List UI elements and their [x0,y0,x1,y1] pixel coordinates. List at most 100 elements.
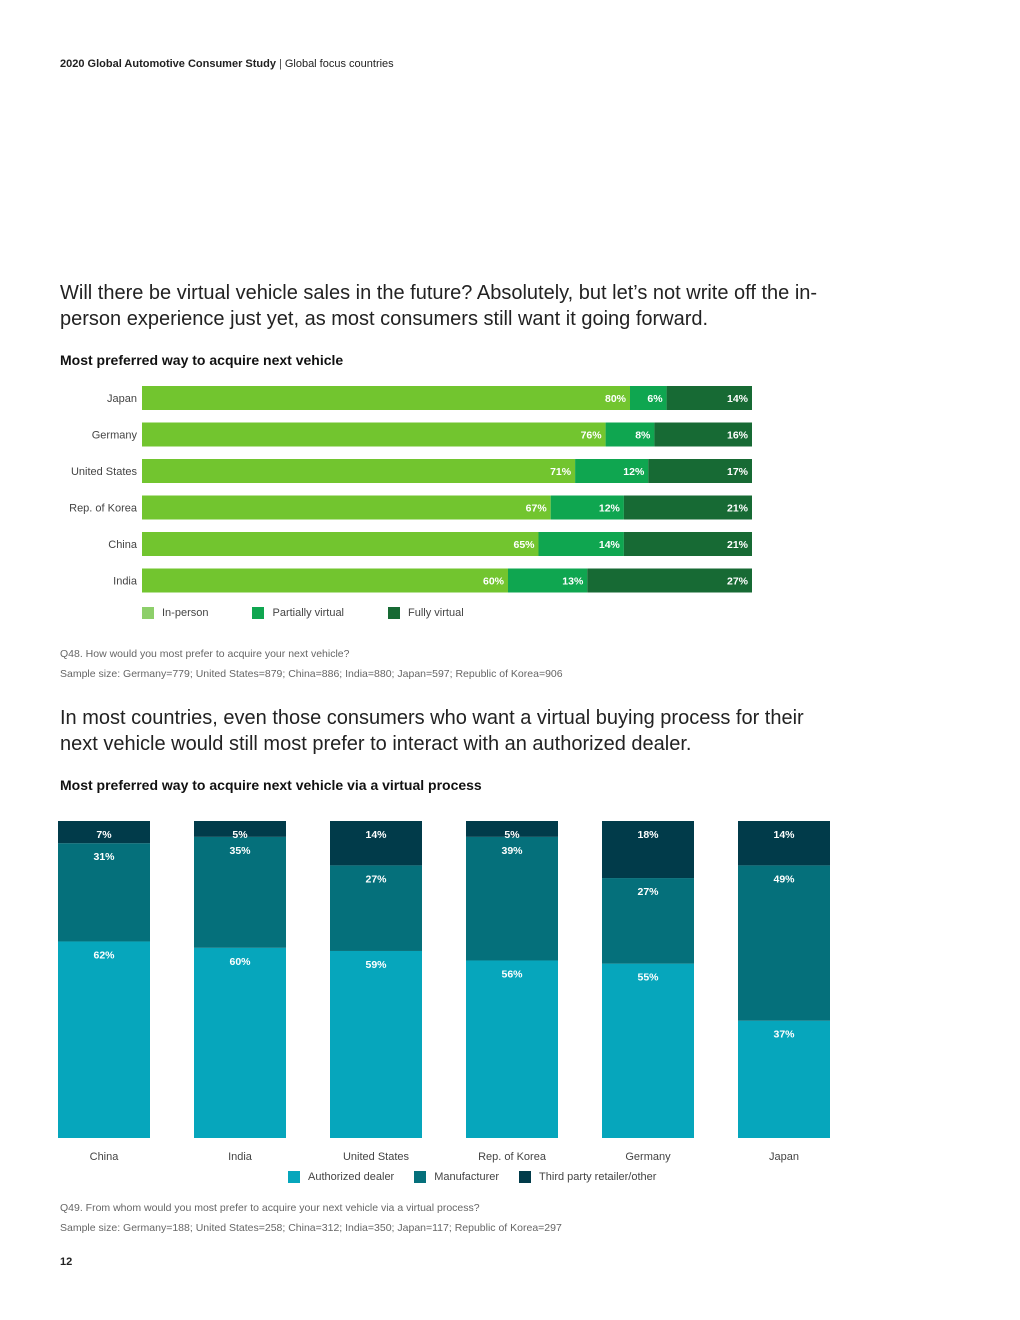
chart1-legend-label: Partially virtual [272,607,345,619]
chart1-legend-swatch [252,607,265,619]
chart2-legend-swatch [414,1171,427,1183]
chart2-bar-authorized-dealer [738,1020,830,1138]
chart2-data-label: 5% [504,829,520,841]
chart2-bar-manufacturer [466,836,558,961]
chart2-legend-item-third-party-retailer-other: Third party retailer/other [519,1171,656,1183]
chart1-bar-fully-virtual [654,422,752,447]
chart1-bar-fully-virtual [648,459,752,483]
chart1-question: Q48. How would you most prefer to acquir… [60,648,350,660]
chart2-bar-third-party-retailer-other [330,821,422,866]
chart2-data-label: 27% [637,886,659,898]
chart2-category-label: China [90,1151,120,1163]
chart1-legend-swatch [142,607,154,619]
chart1-data-label: 8% [635,430,651,442]
chart2-legend-label: Third party retailer/other [539,1171,657,1183]
chart1-legend: In-person Partially virtual Fully virtual [142,607,508,619]
chart2-data-label: 14% [365,829,387,841]
chart2-data-label: 60% [229,956,251,968]
chart1-data-label: 6% [647,393,663,405]
chart1-data-label: 21% [727,503,749,515]
chart1-category-label: Japan [107,393,137,405]
chart1-data-label: 14% [727,393,749,405]
chart2-bar-third-party-retailer-other [58,821,150,844]
chart1-bar-fully-virtual [587,568,752,593]
chart2-data-label: 55% [637,972,659,984]
chart1-bar-partially-virtual [538,532,624,556]
chart2-legend-swatch [288,1171,300,1183]
chart2-category-label: India [228,1151,253,1163]
chart2-legend-item-manufacturer: Manufacturer [414,1171,499,1183]
chart1-bar-partially-virtual [508,568,588,593]
intro-text-1: Will there be virtual vehicle sales in t… [60,282,818,330]
chart1-bar-partially-virtual [575,459,649,483]
chart1-bar-partially-virtual [550,495,624,520]
chart1-legend-item-partially-virtual: Partially virtual [252,607,344,619]
chart1-bar-in-person [142,386,630,410]
chart2-bar-manufacturer [602,878,694,964]
chart1-category-label: China [108,539,138,551]
chart2-data-label: 56% [501,968,523,980]
chart1-data-label: 12% [599,503,621,515]
chart1-data-label: 80% [605,393,627,405]
chart2-bar-manufacturer [58,843,150,942]
chart1-data-label: 17% [727,466,749,478]
chart1-category-label: Rep. of Korea [69,503,138,515]
header-separator: | [278,58,282,70]
chart1-data-label: 21% [727,539,749,551]
chart2-bar-manufacturer [330,865,422,951]
chart2-bar-authorized-dealer [466,960,558,1138]
chart2-bar-authorized-dealer [58,941,150,1138]
chart2-data-label: 7% [96,829,112,841]
chart1-bar-fully-virtual [666,386,752,410]
chart1-bar-partially-virtual [630,386,667,410]
chart1-bar-in-person [142,568,508,593]
chart1-data-label: 12% [623,466,645,478]
section-title: Global focus countries [284,58,394,70]
chart1-legend-label: Fully virtual [408,607,464,619]
chart1-note: Q48. How would you most prefer to acquir… [60,644,563,684]
chart1-data-label: 71% [550,466,572,478]
chart2-bar-manufacturer [738,865,830,1021]
chart1-bar-fully-virtual [623,532,752,556]
chart1-legend-label: In-person [162,607,209,619]
chart2-legend-label: Authorized dealer [308,1171,395,1183]
chart2-bar-authorized-dealer [194,947,286,1138]
chart2-title: Most preferred way to acquire next vehic… [60,777,482,793]
chart2-bar-third-party-retailer-other [738,821,830,866]
chart2-sample-size: Sample size: Germany=188; United States=… [60,1222,562,1234]
chart1-bar-fully-virtual [623,495,752,520]
chart2-legend: Authorized dealer Manufacturer Third party… [288,1171,676,1183]
chart1-bar-partially-virtual [605,422,655,447]
chart2-category-label: Rep. of Korea [478,1151,547,1163]
chart1-data-label: 67% [526,503,548,515]
chart2-legend-label: Manufacturer [434,1171,500,1183]
page-number: 12 [60,1256,73,1268]
chart1-bar-in-person [142,459,576,483]
intro-text-2: In most countries, even those consumers … [60,707,804,755]
chart2-data-label: 18% [637,829,659,841]
chart2-bar-third-party-retailer-other [602,821,694,879]
chart2-bar-authorized-dealer [330,950,422,1138]
chart2-bar-manufacturer [194,836,286,948]
chart1-data-label: 14% [599,539,621,551]
chart2-bar-third-party-retailer-other [466,821,558,837]
chart2-data-label: 39% [501,845,523,857]
chart2-category-label: United States [343,1151,410,1163]
chart1-legend-item-fully-virtual: Fully virtual [388,607,464,619]
chart1-category-label: India [113,576,138,588]
chart1-data-label: 16% [727,430,749,442]
chart1-data-label: 76% [581,430,603,442]
chart2-legend-item-authorized-dealer: Authorized dealer [288,1171,394,1183]
chart2-data-label: 35% [229,845,251,857]
chart1-bar-in-person [142,495,551,520]
chart2-data-label: 62% [93,949,115,961]
chart1-category-label: United States [71,466,138,478]
chart1-bar-in-person [142,532,539,556]
chart2-category-label: Japan [769,1151,799,1163]
chart1-bar-in-person [142,422,606,447]
chart2-vertical-stacked-bars: 62% 31% 7% China 60% 35% 5% India 59% 27% 14% Unite… [58,821,830,1163]
chart1-category-label: Germany [92,430,138,442]
chart1-data-label: 65% [513,539,535,551]
chart2-bar-third-party-retailer-other [194,821,286,837]
chart1-horizontal-stacked-bars: Japan 80% 6% 14% Germany 76% 8% 16% United State… [69,386,752,593]
